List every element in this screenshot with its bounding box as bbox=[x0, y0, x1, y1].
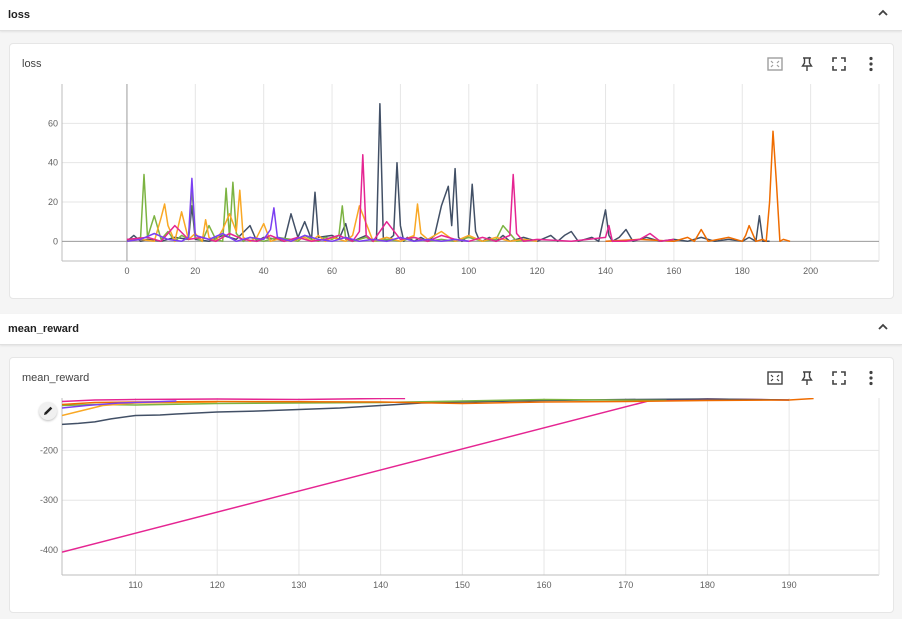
x-tick-label: 110 bbox=[128, 580, 142, 590]
chart-toolbar bbox=[765, 54, 883, 74]
section-title: loss bbox=[8, 9, 31, 21]
section-title: mean_reward bbox=[8, 323, 79, 335]
card-title: mean_reward bbox=[22, 372, 90, 384]
more-vert-icon[interactable] bbox=[861, 54, 881, 74]
x-tick-label: 0 bbox=[124, 266, 129, 276]
fullscreen-icon[interactable] bbox=[829, 368, 849, 388]
series-line-yellow bbox=[62, 401, 218, 417]
series-group bbox=[62, 398, 814, 553]
x-tick-label: 160 bbox=[666, 266, 681, 276]
y-tick-label: 40 bbox=[48, 158, 58, 168]
y-tick-label: -400 bbox=[40, 545, 58, 555]
edit-button[interactable] bbox=[39, 402, 57, 420]
x-tick-label: 140 bbox=[598, 266, 613, 276]
x-tick-label: 180 bbox=[700, 580, 715, 590]
more-vert-icon[interactable] bbox=[861, 368, 881, 388]
loss-chart[interactable]: 0 20 40 60 80 100 120 140 160 180 200 0 20 40 60 bbox=[10, 44, 893, 298]
y-tick-label: 60 bbox=[48, 118, 58, 128]
chevron-up-icon[interactable] bbox=[876, 320, 890, 334]
x-tick-label: 100 bbox=[461, 266, 476, 276]
series-line-magenta bbox=[62, 398, 406, 403]
series-line-purple bbox=[126, 177, 469, 243]
fit-to-data-icon[interactable] bbox=[765, 368, 785, 388]
y-tick-label: -300 bbox=[40, 495, 58, 505]
series-line-orange bbox=[62, 398, 814, 406]
x-tick-label: 160 bbox=[537, 580, 552, 590]
edit-pencil-icon bbox=[44, 406, 53, 415]
y-tick-label: 0 bbox=[53, 236, 58, 246]
x-tick-label: 60 bbox=[327, 266, 337, 276]
y-tick-label: 20 bbox=[48, 197, 58, 207]
x-tick-label: 180 bbox=[735, 266, 750, 276]
y-tick-label: -200 bbox=[40, 445, 58, 455]
series-group bbox=[126, 102, 791, 243]
series-line-magenta bbox=[126, 154, 675, 243]
x-tick-label: 80 bbox=[395, 266, 405, 276]
mean-reward-chart-card: mean_reward 110 120 130 140 150 160 170 180 190 -… bbox=[9, 357, 894, 613]
x-tick-label: 150 bbox=[455, 580, 470, 590]
x-tick-label: 190 bbox=[782, 580, 797, 590]
fit-to-data-icon[interactable] bbox=[765, 54, 785, 74]
series-line-orange bbox=[605, 130, 791, 243]
chart-toolbar bbox=[765, 368, 883, 388]
x-tick-label: 170 bbox=[618, 580, 633, 590]
x-tick-label: 130 bbox=[291, 580, 306, 590]
loss-chart-card: loss 0 20 40 60 80 100 120 140 160 180 200 0 20 40 60 bbox=[9, 43, 894, 299]
x-tick-label: 20 bbox=[190, 266, 200, 276]
series-line-magenta bbox=[62, 398, 790, 553]
pin-icon[interactable] bbox=[797, 54, 817, 74]
x-tick-label: 120 bbox=[210, 580, 225, 590]
mean-reward-section-header[interactable]: mean_reward bbox=[0, 314, 902, 345]
loss-section-header[interactable]: loss bbox=[0, 0, 902, 31]
mean-reward-chart[interactable]: 110 120 130 140 150 160 170 180 190 -200 -300 -400 bbox=[10, 358, 893, 612]
chevron-up-icon[interactable] bbox=[876, 6, 890, 20]
x-tick-label: 120 bbox=[530, 266, 545, 276]
x-tick-label: 40 bbox=[259, 266, 269, 276]
card-title: loss bbox=[22, 58, 42, 70]
x-tick-label: 200 bbox=[803, 266, 818, 276]
x-tick-label: 140 bbox=[373, 580, 388, 590]
series-line-purple bbox=[62, 400, 177, 409]
fullscreen-icon[interactable] bbox=[829, 54, 849, 74]
pin-icon[interactable] bbox=[797, 368, 817, 388]
